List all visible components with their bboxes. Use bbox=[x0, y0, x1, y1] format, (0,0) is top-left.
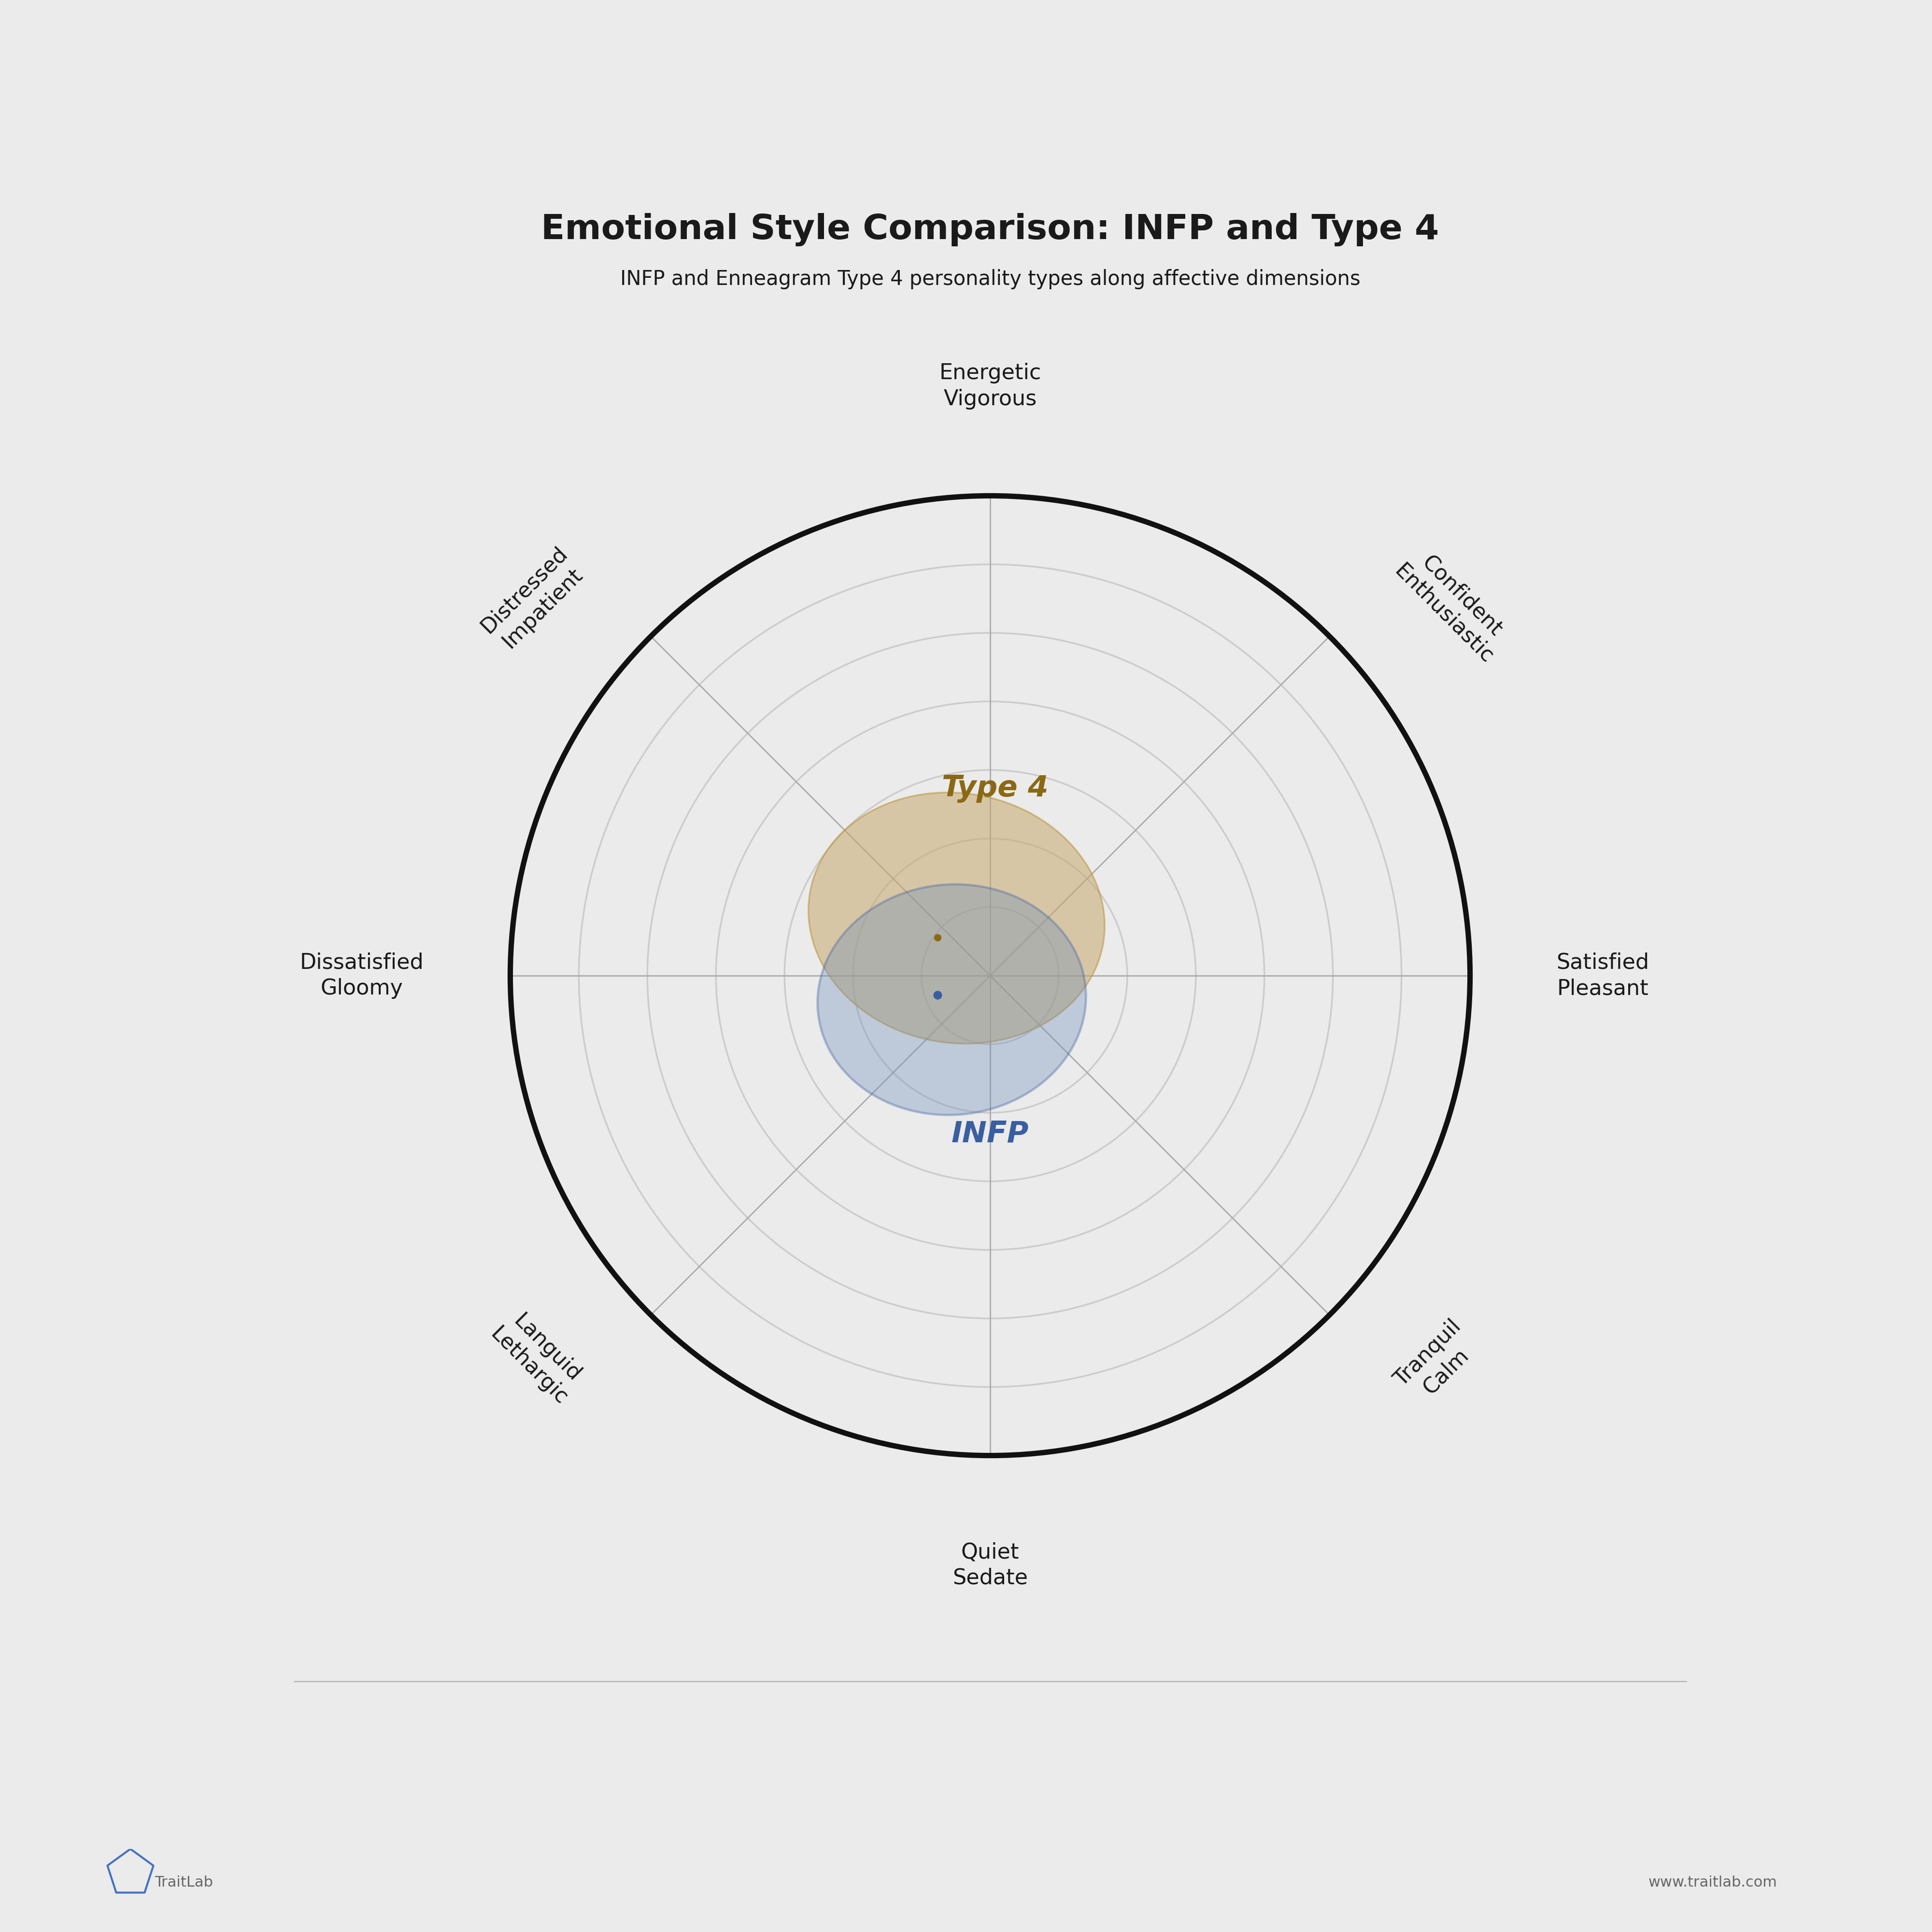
Text: Emotional Style Comparison: INFP and Type 4: Emotional Style Comparison: INFP and Typ… bbox=[541, 213, 1439, 245]
Text: INFP: INFP bbox=[951, 1121, 1030, 1148]
Text: Confident
Enthusiastic: Confident Enthusiastic bbox=[1391, 543, 1517, 668]
Text: Languid
Lethargic: Languid Lethargic bbox=[487, 1306, 589, 1408]
Text: Energetic
Vigorous: Energetic Vigorous bbox=[939, 363, 1041, 410]
Text: Dissatisfied
Gloomy: Dissatisfied Gloomy bbox=[299, 952, 423, 999]
Text: INFP and Enneagram Type 4 personality types along affective dimensions: INFP and Enneagram Type 4 personality ty… bbox=[620, 269, 1360, 290]
Text: TraitLab: TraitLab bbox=[155, 1876, 213, 1889]
Ellipse shape bbox=[808, 792, 1105, 1043]
Text: Tranquil
Calm: Tranquil Calm bbox=[1391, 1316, 1484, 1408]
Text: Quiet
Sedate: Quiet Sedate bbox=[952, 1542, 1028, 1588]
Ellipse shape bbox=[817, 885, 1086, 1115]
Text: Satisfied
Pleasant: Satisfied Pleasant bbox=[1557, 952, 1650, 999]
Text: Distressed
Impatient: Distressed Impatient bbox=[477, 543, 589, 655]
Text: www.traitlab.com: www.traitlab.com bbox=[1648, 1876, 1777, 1889]
Text: Type 4: Type 4 bbox=[941, 775, 1049, 804]
